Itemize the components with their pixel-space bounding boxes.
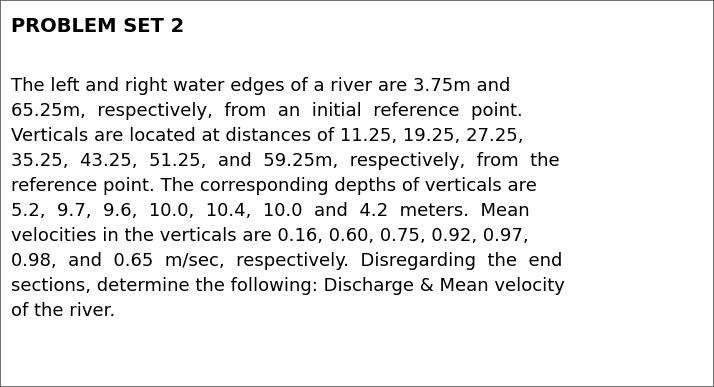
Text: PROBLEM SET 2: PROBLEM SET 2 [11, 17, 184, 36]
Text: The left and right water edges of a river are 3.75m and
65.25m,  respectively,  : The left and right water edges of a rive… [11, 77, 565, 320]
